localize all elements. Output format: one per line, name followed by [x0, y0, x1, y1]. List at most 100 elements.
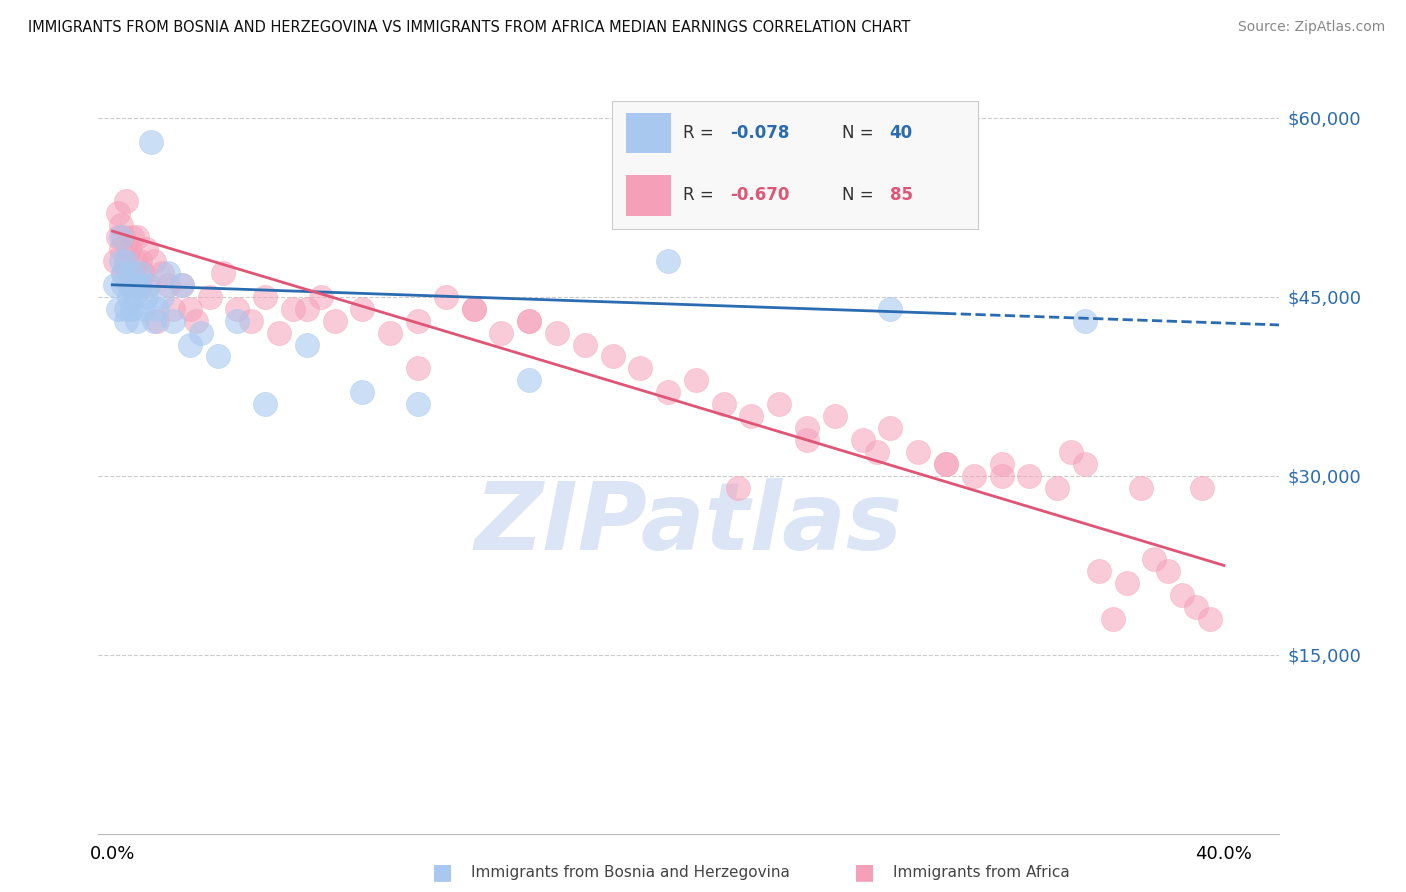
Point	[574, 337, 596, 351]
Point	[865, 445, 887, 459]
Point	[138, 277, 160, 292]
Point	[146, 313, 169, 327]
Point	[824, 409, 846, 424]
Point	[1074, 313, 1097, 327]
Point	[254, 397, 277, 411]
Point	[138, 277, 160, 292]
Point	[907, 445, 929, 459]
Text: -0.670: -0.670	[730, 186, 790, 204]
Point	[935, 457, 957, 471]
Point	[129, 254, 152, 268]
Point	[685, 373, 707, 387]
Point	[226, 301, 249, 316]
Point	[104, 277, 127, 292]
Point	[198, 290, 221, 304]
Point	[226, 313, 249, 327]
Point	[212, 266, 235, 280]
Point	[713, 397, 735, 411]
Point	[295, 301, 318, 316]
Text: IMMIGRANTS FROM BOSNIA AND HERZEGOVINA VS IMMIGRANTS FROM AFRICA MEDIAN EARNINGS: IMMIGRANTS FROM BOSNIA AND HERZEGOVINA V…	[28, 20, 911, 35]
Point	[121, 230, 143, 244]
Point	[129, 277, 152, 292]
Point	[406, 397, 429, 411]
Point	[121, 301, 143, 316]
Point	[170, 277, 193, 292]
Point	[118, 277, 141, 292]
Point	[517, 313, 540, 327]
Point	[463, 301, 485, 316]
Text: N =: N =	[842, 186, 879, 204]
Point	[135, 242, 157, 256]
Point	[727, 481, 749, 495]
FancyBboxPatch shape	[612, 101, 979, 228]
Point	[179, 301, 201, 316]
FancyBboxPatch shape	[626, 175, 671, 216]
Point	[190, 326, 212, 340]
Point	[1088, 565, 1111, 579]
Point	[352, 301, 374, 316]
Point	[104, 254, 127, 268]
Point	[380, 326, 402, 340]
Point	[115, 254, 138, 268]
Point	[112, 277, 135, 292]
Point	[1046, 481, 1069, 495]
Point	[150, 266, 173, 280]
Point	[110, 242, 132, 256]
Point	[118, 290, 141, 304]
Text: Immigrants from Africa: Immigrants from Africa	[893, 865, 1070, 880]
Point	[115, 194, 138, 209]
Text: R =: R =	[683, 186, 718, 204]
Point	[1060, 445, 1083, 459]
Point	[112, 266, 135, 280]
Point	[124, 266, 146, 280]
FancyBboxPatch shape	[626, 113, 671, 153]
Point	[107, 230, 129, 244]
Point	[207, 350, 229, 364]
Point	[107, 301, 129, 316]
Point	[990, 468, 1012, 483]
Point	[406, 361, 429, 376]
Point	[1129, 481, 1152, 495]
Point	[115, 254, 138, 268]
Point	[146, 301, 169, 316]
Point	[602, 350, 624, 364]
Point	[129, 266, 152, 280]
Point	[1185, 600, 1208, 615]
Point	[1115, 576, 1137, 591]
Point	[768, 397, 790, 411]
Point	[1199, 612, 1222, 626]
Point	[796, 433, 818, 447]
Point	[352, 385, 374, 400]
Point	[935, 457, 957, 471]
Point	[141, 135, 163, 149]
Point	[179, 337, 201, 351]
Point	[323, 313, 346, 327]
Point	[124, 277, 146, 292]
Point	[110, 230, 132, 244]
Point	[1074, 457, 1097, 471]
Point	[1018, 468, 1040, 483]
Point	[517, 313, 540, 327]
Point	[112, 230, 135, 244]
Point	[112, 266, 135, 280]
Point	[121, 277, 143, 292]
Point	[1143, 552, 1166, 566]
Point	[162, 301, 184, 316]
Point	[143, 313, 166, 327]
Point	[628, 361, 651, 376]
Point	[110, 254, 132, 268]
Point	[121, 266, 143, 280]
Point	[124, 254, 146, 268]
Text: ZIPatlas: ZIPatlas	[475, 477, 903, 570]
Point	[879, 301, 901, 316]
Point	[115, 301, 138, 316]
Text: ■: ■	[433, 863, 453, 882]
Point	[127, 313, 149, 327]
Point	[309, 290, 332, 304]
Point	[170, 277, 193, 292]
Point	[132, 301, 155, 316]
Point	[1157, 565, 1180, 579]
Point	[240, 313, 263, 327]
Point	[434, 290, 457, 304]
Point	[107, 206, 129, 220]
